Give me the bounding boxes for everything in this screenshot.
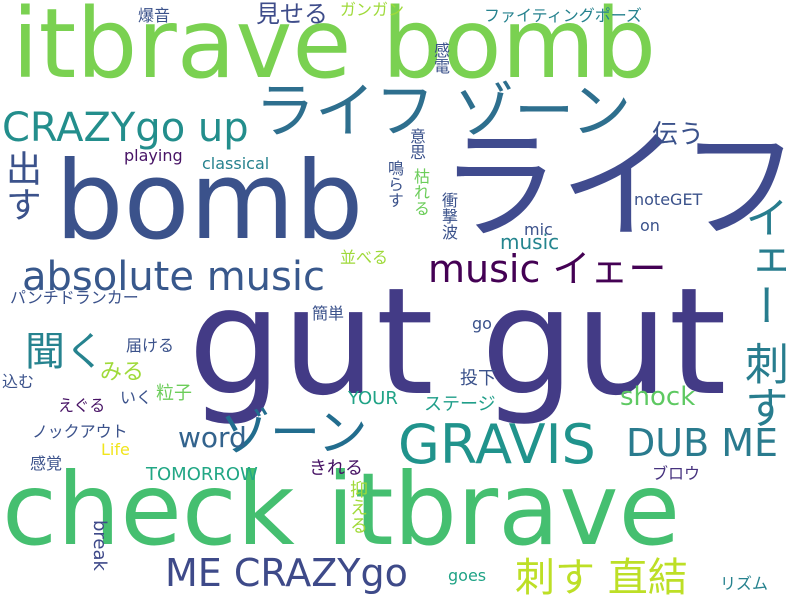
- cloud-word: 届ける: [126, 336, 175, 355]
- cloud-word: ノックアウト: [32, 422, 128, 441]
- cloud-word: Life: [101, 440, 130, 459]
- cloud-word: ゾーン: [220, 404, 368, 462]
- cloud-word: classical: [202, 154, 270, 173]
- cloud-word: ファイティングポーズ: [484, 6, 642, 25]
- cloud-word: 感覚: [30, 454, 63, 473]
- cloud-word: ガンガン: [340, 0, 405, 19]
- cloud-word: 鳴らす: [385, 160, 404, 208]
- cloud-word: gut gut: [188, 256, 727, 428]
- cloud-word: 衝撃波: [439, 192, 458, 240]
- cloud-word: YOUR: [348, 388, 398, 409]
- cloud-word: リズム: [720, 574, 769, 593]
- cloud-word: 刺す 直結: [515, 555, 688, 600]
- cloud-word: goes: [448, 566, 487, 585]
- cloud-word: みる: [100, 360, 145, 385]
- cloud-word: 見せる: [256, 0, 328, 28]
- cloud-word: 投下: [460, 368, 496, 389]
- cloud-word: 枯れる: [411, 168, 430, 216]
- cloud-word: DUB ME: [626, 421, 779, 465]
- cloud-word: 込む: [2, 372, 35, 391]
- cloud-word: noteGET: [634, 190, 703, 209]
- cloud-word: break: [89, 520, 110, 571]
- cloud-word: いく: [120, 388, 153, 407]
- cloud-word: 出す: [0, 150, 41, 222]
- cloud-word: ブロウ: [652, 464, 701, 483]
- cloud-word: shock: [620, 382, 696, 412]
- cloud-word: 抑える: [347, 480, 368, 534]
- cloud-word: go: [472, 314, 492, 333]
- cloud-word: mic: [524, 220, 553, 239]
- cloud-word: きれる: [309, 458, 363, 479]
- cloud-word: えぐる: [58, 396, 106, 415]
- cloud-word: music イェー: [428, 247, 667, 291]
- cloud-word: CRAZYgo up: [2, 105, 249, 151]
- cloud-word: word: [178, 421, 247, 454]
- cloud-word: 並べる: [340, 248, 389, 267]
- cloud-word: music: [500, 230, 560, 254]
- cloud-word: 爆音: [138, 6, 171, 25]
- cloud-word: ライフ: [440, 118, 800, 257]
- cloud-word: itbrave bomb: [12, 0, 657, 100]
- cloud-word: GRAVIS: [398, 413, 596, 476]
- cloud-word: 粒子: [156, 383, 192, 404]
- cloud-word: 聞く: [25, 329, 105, 375]
- cloud-word: TOMORROW: [146, 464, 258, 485]
- cloud-word: check itbrave: [2, 451, 681, 568]
- cloud-word: ステージ: [424, 394, 496, 415]
- cloud-word: ME CRAZYgo: [165, 551, 408, 595]
- cloud-word: ライフ ゾーン: [255, 77, 632, 147]
- cloud-word: playing: [124, 146, 183, 165]
- cloud-word: on: [640, 216, 660, 235]
- cloud-word: 意思: [407, 128, 426, 160]
- cloud-word: イェー 刺す: [737, 195, 788, 429]
- cloud-word: bomb: [55, 139, 364, 264]
- cloud-word: 感電: [431, 42, 450, 74]
- cloud-word: 簡単: [312, 304, 345, 323]
- cloud-word: absolute music: [22, 254, 325, 300]
- cloud-word: 伝う: [652, 120, 705, 150]
- cloud-word: パンチドランカー: [10, 288, 139, 307]
